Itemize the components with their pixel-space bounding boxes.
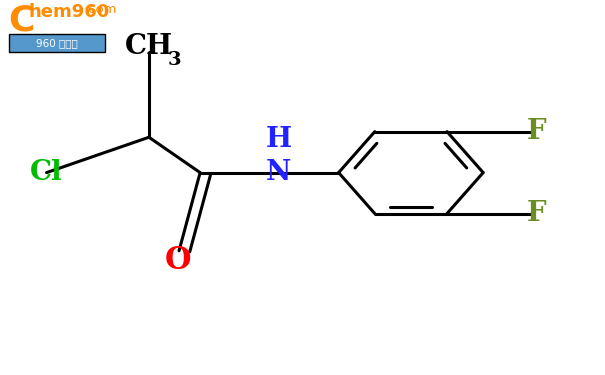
Text: C: C: [8, 3, 35, 37]
Text: Cl: Cl: [30, 159, 63, 186]
Text: 3: 3: [168, 51, 181, 69]
Text: .com: .com: [85, 3, 117, 16]
Text: F: F: [526, 200, 546, 227]
Text: F: F: [526, 118, 546, 145]
Text: CH: CH: [125, 33, 173, 60]
Text: O: O: [165, 244, 191, 276]
Text: N: N: [266, 159, 291, 186]
FancyBboxPatch shape: [8, 34, 105, 52]
Text: hem960: hem960: [28, 3, 110, 21]
Text: 960 化工网: 960 化工网: [36, 38, 77, 48]
Text: H: H: [266, 126, 292, 153]
